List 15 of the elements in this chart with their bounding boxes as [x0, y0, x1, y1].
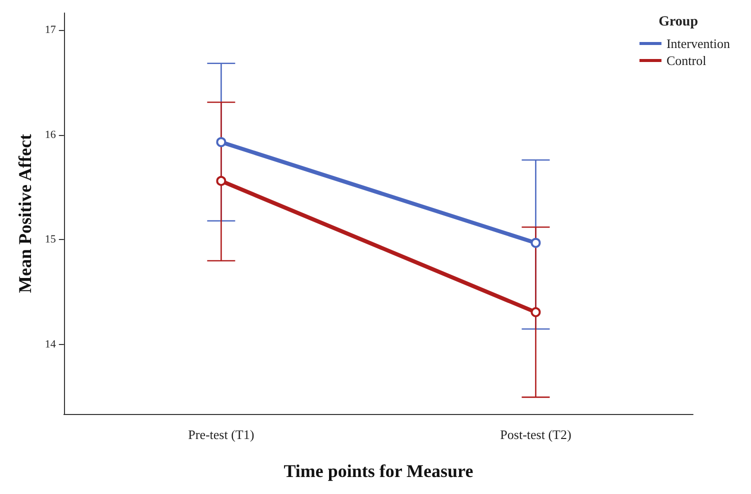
legend-title: Group [658, 14, 698, 30]
y-tick-label: 16 [44, 128, 56, 141]
legend-label: Control [666, 53, 707, 68]
y-tick-label: 14 [44, 338, 56, 351]
y-tick-label: 17 [44, 24, 56, 36]
point [530, 238, 541, 248]
point [216, 176, 226, 186]
point [216, 137, 226, 148]
x-tick-label: Pre-test (T1) [188, 427, 254, 442]
y-axis-title: Mean Positive Affect [15, 134, 35, 293]
x-tick-label: Post-test (T2) [500, 427, 572, 442]
point [530, 307, 541, 318]
legend-label: Intervention [666, 36, 730, 51]
x-axis-title: Time points for Measure [284, 461, 474, 481]
y-tick-label: 15 [44, 234, 56, 246]
